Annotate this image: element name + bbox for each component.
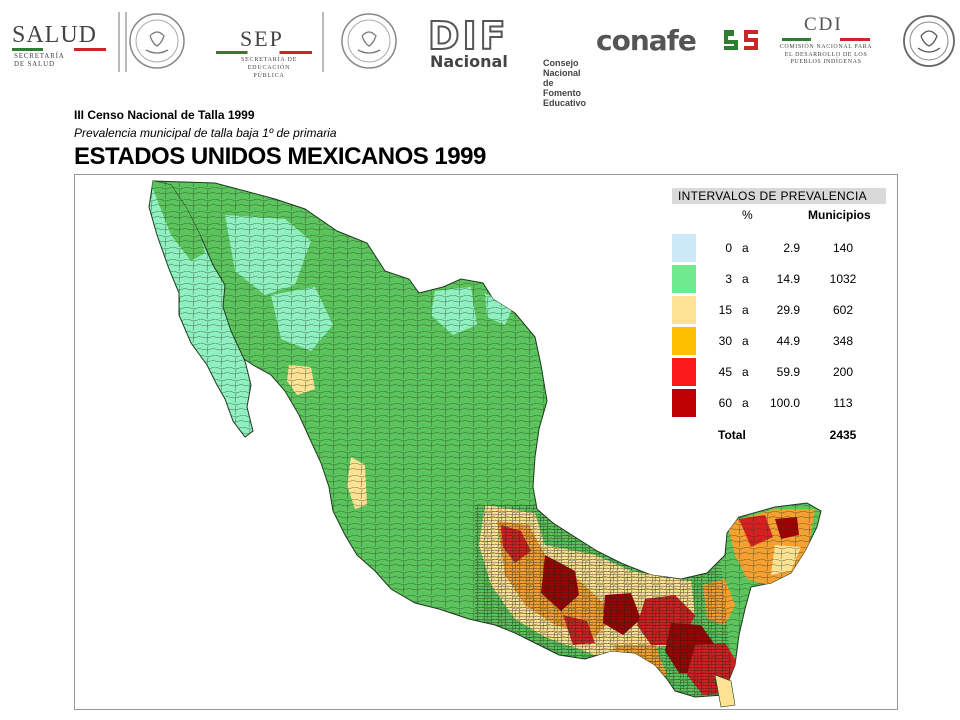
cdi-logo-name: CDI: [804, 14, 843, 35]
legend-count: 1032: [829, 272, 857, 286]
map-title: ESTADOS UNIDOS MEXICANOS 1999: [74, 143, 486, 170]
legend-max: 14.9: [776, 272, 800, 286]
logo-bar: SALUD SECRETARÍA DE SALUD SEP SECRETARÍA…: [0, 0, 960, 108]
salud-logo-subtitle: SECRETARÍA DE SALUD: [14, 52, 65, 68]
cdi-logo-stripe: [782, 38, 870, 41]
legend-count: 348: [832, 334, 854, 348]
legend-count: 602: [832, 303, 854, 317]
legend-swatch: [672, 358, 696, 386]
legend-min: 3: [725, 272, 732, 286]
dif-logo-name: DIF: [427, 13, 509, 59]
legend-min: 45: [718, 365, 732, 379]
legend-row: 45 a 59.9 200: [668, 358, 888, 386]
legend-max: 59.9: [776, 365, 800, 379]
mexico-map: [148, 180, 822, 708]
legend-count: 200: [832, 365, 854, 379]
divider: [125, 12, 127, 72]
legend-min: 15: [718, 303, 732, 317]
legend-min: 30: [718, 334, 732, 348]
conafe-logo-name: conafe: [596, 24, 697, 57]
legend-connector: a: [742, 396, 749, 410]
census-title: III Censo Nacional de Talla 1999: [74, 108, 255, 122]
legend-row: 60 a 100.0 113: [668, 389, 888, 417]
legend-row: 0 a 2.9 140: [668, 234, 888, 262]
conafe-logo-subtitle: Consejo Nacional de Fomento Educativo: [543, 58, 587, 108]
divider: [322, 12, 324, 72]
legend-connector: a: [742, 241, 749, 255]
legend-min: 0: [725, 241, 732, 255]
legend-swatch: [672, 327, 696, 355]
sep-logo-name: SEP: [240, 26, 284, 51]
legend-row: 15 a 29.9 602: [668, 296, 888, 324]
legend-count: 113: [833, 396, 853, 410]
salud-logo-stripe: [12, 48, 106, 51]
dif-logo-subtitle: Nacional: [430, 52, 508, 71]
legend-total-label: Total: [718, 428, 746, 442]
legend-connector: a: [742, 272, 749, 286]
legend-header-percent: %: [742, 208, 753, 222]
legend-row: 30 a 44.9 348: [668, 327, 888, 355]
coastal-region: [714, 674, 736, 708]
legend-max: 2.9: [783, 241, 800, 255]
legend-max: 29.9: [776, 303, 800, 317]
legend-swatch: [672, 265, 696, 293]
legend-swatch: [672, 296, 696, 324]
sep-logo-stripe: [216, 51, 312, 54]
sep-logo-subtitle: SECRETARÍA DE EDUCACIÓN PÚBLICA: [240, 57, 298, 79]
map-frame: [74, 174, 898, 710]
cdi-logo-subtitle: COMISIÓN NACIONAL PARA EL DESARROLLO DE …: [779, 44, 873, 65]
legend-swatch: [672, 389, 696, 417]
prevalence-legend: INTERVALOS DE PREVALENCIA % Municipios 0…: [668, 186, 888, 446]
coat-of-arms-seal-icon: [129, 13, 185, 69]
divider: [118, 12, 120, 72]
legend-row: 3 a 14.9 1032: [668, 265, 888, 293]
legend-count: 140: [832, 241, 854, 255]
legend-title: INTERVALOS DE PREVALENCIA: [672, 188, 886, 204]
cdi-glyph-icon: [724, 30, 758, 50]
legend-total-value: 2435: [829, 428, 857, 442]
legend-connector: a: [742, 303, 749, 317]
map-subtitle: Prevalencia municipal de talla baja 1º d…: [74, 126, 337, 140]
legend-connector: a: [742, 365, 749, 379]
legend-max: 100.0: [769, 396, 800, 410]
legend-connector: a: [742, 334, 749, 348]
round-seal-icon: [903, 15, 955, 67]
legend-header-municipios: Municipios: [808, 208, 871, 222]
legend-swatch: [672, 234, 696, 262]
coat-of-arms-seal-icon: [341, 13, 397, 69]
legend-min: 60: [718, 396, 732, 410]
legend-max: 44.9: [776, 334, 800, 348]
salud-logo-name: SALUD: [12, 22, 98, 48]
